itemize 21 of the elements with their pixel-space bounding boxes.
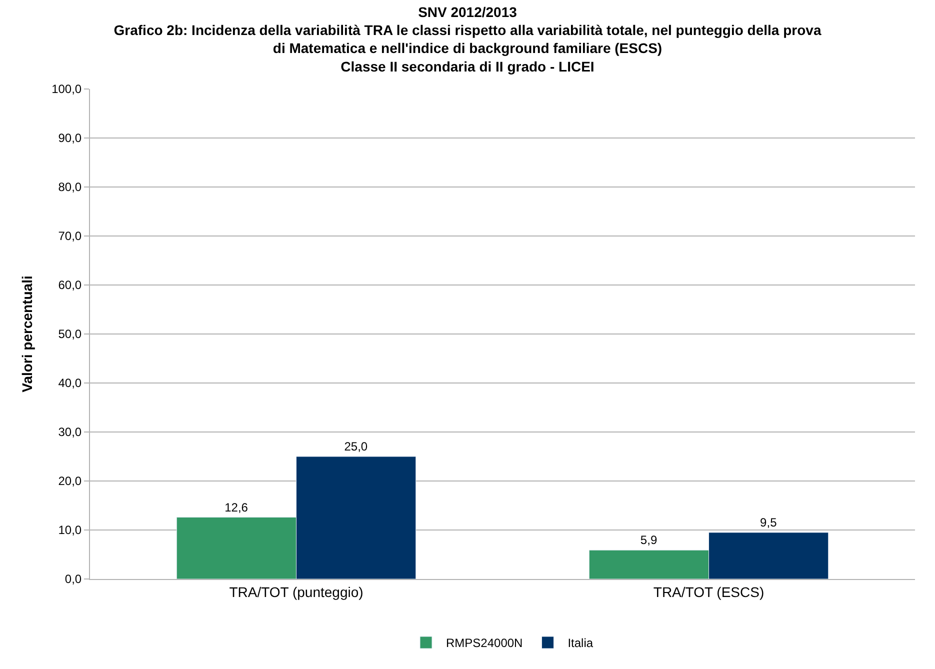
data-label: 25,0 xyxy=(344,440,368,454)
y-tick-label: 50,0 xyxy=(58,327,82,342)
y-tick-label: 70,0 xyxy=(58,229,82,244)
data-label: 9,5 xyxy=(760,515,778,530)
data-label: 12,6 xyxy=(224,500,248,514)
y-tick-label: 30,0 xyxy=(58,425,82,440)
x-tick-label: TRA/TOT (punteggio) xyxy=(229,584,364,600)
y-axis-title: Valori percentuali xyxy=(19,276,36,392)
data-label: 5,9 xyxy=(640,533,658,548)
y-tick-label: 90,0 xyxy=(58,131,82,146)
legend-label: RMPS24000N xyxy=(446,636,523,650)
y-tick-label: 0,0 xyxy=(64,572,82,586)
y-tick-label: 10,0 xyxy=(58,523,82,538)
y-tick-label: 80,0 xyxy=(58,180,82,194)
y-tick-label: 40,0 xyxy=(58,376,82,390)
chart-title: SNV 2012/2013 Grafico 2b: Incidenza della variabilità TRA le classi rispetto alla variabilità totale, nel punteggio della prova di Matematica e nell'indice di background familiare (ESCS) Classe II secondaria di II grado - LICEI xyxy=(114,4,822,74)
y-tick-label: 100,0 xyxy=(52,82,82,96)
legend-label: Italia xyxy=(568,636,594,650)
x-tick-label: TRA/TOT (ESCS) xyxy=(653,584,764,600)
y-tick-label: 20,0 xyxy=(58,474,82,488)
y-tick-label: 60,0 xyxy=(58,278,82,292)
